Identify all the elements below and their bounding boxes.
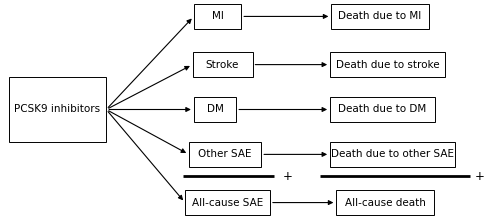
FancyBboxPatch shape [330,52,445,77]
Text: +: + [475,170,485,183]
Text: DM: DM [206,104,224,115]
Text: Death due to DM: Death due to DM [338,104,426,115]
Text: Stroke: Stroke [206,60,239,70]
Text: All-cause death: All-cause death [344,198,426,208]
FancyBboxPatch shape [189,142,261,167]
FancyBboxPatch shape [330,142,455,167]
FancyBboxPatch shape [192,52,252,77]
Text: MI: MI [212,11,224,21]
FancyBboxPatch shape [185,190,270,215]
Text: PCSK9 inhibitors: PCSK9 inhibitors [14,104,100,115]
FancyBboxPatch shape [194,97,236,122]
FancyBboxPatch shape [330,97,435,122]
FancyBboxPatch shape [331,4,428,29]
Text: Death due to stroke: Death due to stroke [336,60,440,70]
Text: Death due to other SAE: Death due to other SAE [331,149,454,159]
FancyBboxPatch shape [9,77,106,142]
Text: Other SAE: Other SAE [198,149,252,159]
Text: +: + [283,170,293,183]
FancyBboxPatch shape [336,190,434,215]
Text: Death due to MI: Death due to MI [338,11,421,21]
FancyBboxPatch shape [194,4,242,29]
Text: All-cause SAE: All-cause SAE [192,198,263,208]
